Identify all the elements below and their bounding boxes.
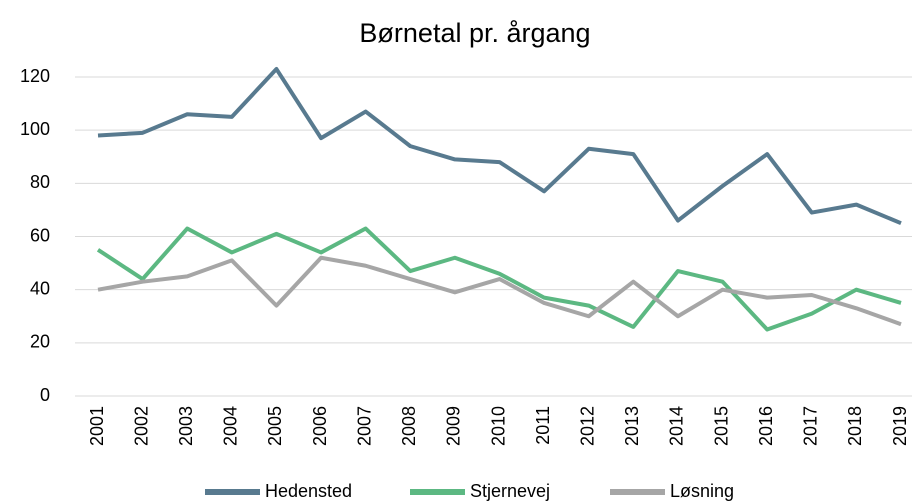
y-tick-label: 100 — [20, 119, 50, 139]
y-tick-label: 0 — [40, 385, 50, 405]
x-tick-label: 2003 — [176, 406, 196, 446]
x-tick-label: 2009 — [444, 406, 464, 446]
x-tick-label: 2002 — [131, 406, 151, 446]
x-tick-label: 2015 — [711, 406, 731, 446]
x-tick-label: 2011 — [533, 406, 553, 445]
x-tick-label: 2012 — [577, 406, 597, 446]
y-tick-label: 40 — [30, 278, 50, 298]
y-tick-label: 20 — [30, 332, 50, 352]
y-tick-label: 80 — [30, 172, 50, 192]
x-tick-label: 2013 — [622, 406, 642, 446]
legend-label: Løsning — [670, 481, 734, 501]
line-series — [97, 255, 902, 327]
x-tick-label: 2004 — [221, 406, 241, 446]
y-tick-label: 60 — [30, 225, 50, 245]
x-tick-label: 2007 — [354, 406, 374, 446]
x-tick-label: 2017 — [801, 406, 821, 446]
x-tick-label: 2005 — [265, 406, 285, 446]
legend-label: Hedensted — [265, 481, 352, 501]
x-tick-label: 2006 — [310, 406, 330, 446]
x-tick-label: 2019 — [890, 406, 910, 446]
x-tick-label: 2014 — [667, 406, 687, 446]
x-tick-label: 2010 — [488, 406, 508, 446]
line-series — [96, 226, 902, 332]
x-tick-label: 2001 — [87, 406, 107, 446]
y-tick-label: 120 — [20, 66, 50, 86]
legend-label: Stjernevej — [470, 481, 550, 501]
chart-title: Børnetal pr. årgang — [359, 18, 590, 48]
line-series — [97, 67, 902, 226]
x-tick-label: 2016 — [756, 406, 776, 446]
x-tick-label: 2018 — [845, 406, 865, 446]
x-tick-label: 2008 — [399, 406, 419, 446]
